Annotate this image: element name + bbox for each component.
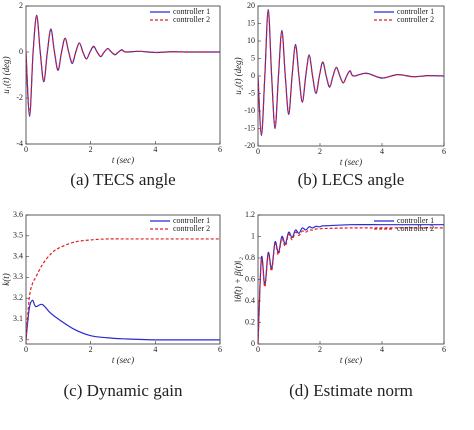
legend-label: controller 2 xyxy=(173,15,210,24)
x-tick-label: 6 xyxy=(442,345,446,354)
y-tick-label: 3.6 xyxy=(13,210,23,219)
y-tick-label: 0.8 xyxy=(245,253,255,262)
x-tick-label: 4 xyxy=(380,345,384,354)
y-axis-label: ‖θ̂(t) + β(t)‖₂ xyxy=(233,257,243,302)
y-axis-label: u₂(t) (deg) xyxy=(233,57,243,94)
x-tick-label: 2 xyxy=(318,345,322,354)
y-tick-label: 1 xyxy=(251,231,255,240)
caption: (d) Estimate norm xyxy=(289,381,413,400)
legend-label: controller 2 xyxy=(173,224,210,233)
x-tick-label: 0 xyxy=(256,147,260,156)
legend-label: controller 1 xyxy=(173,216,210,225)
series-line xyxy=(258,8,444,137)
x-axis-label: t (sec) xyxy=(340,355,362,365)
caption: (b) LECS angle xyxy=(298,170,405,189)
x-axis-label: t (sec) xyxy=(340,157,362,167)
plot-frame xyxy=(257,214,445,345)
legend-label: controller 1 xyxy=(173,7,210,16)
y-tick-label: -4 xyxy=(16,139,23,148)
y-tick-label: -15 xyxy=(244,123,255,132)
x-tick-label: 6 xyxy=(218,145,222,154)
y-tick-label: 3.3 xyxy=(13,272,23,281)
series-line xyxy=(258,10,444,135)
y-tick-label: 0 xyxy=(251,339,255,348)
series-line xyxy=(258,223,444,344)
x-tick-label: 4 xyxy=(153,345,157,354)
y-tick-label: 20 xyxy=(247,1,255,10)
x-tick-label: 2 xyxy=(89,345,93,354)
series-line xyxy=(26,14,220,118)
series-line xyxy=(26,15,220,115)
y-tick-label: -2 xyxy=(16,93,23,102)
x-tick-label: 0 xyxy=(24,145,28,154)
x-tick-label: 4 xyxy=(153,145,157,154)
legend-label: controller 1 xyxy=(397,7,434,16)
y-tick-label: -20 xyxy=(244,141,255,150)
y-tick-label: 10 xyxy=(247,36,255,45)
y-tick-label: 0.4 xyxy=(245,296,255,305)
y-tick-label: 1.2 xyxy=(245,210,255,219)
x-tick-label: 0 xyxy=(24,345,28,354)
y-tick-label: 3.5 xyxy=(13,231,23,240)
y-tick-label: 0.2 xyxy=(245,317,255,326)
y-tick-label: 3.4 xyxy=(13,251,23,260)
y-tick-label: -10 xyxy=(244,106,255,115)
legend-label: controller 1 xyxy=(397,216,434,225)
x-axis-label: t (sec) xyxy=(112,355,134,365)
y-tick-label: 0 xyxy=(251,71,255,80)
y-tick-label: 0 xyxy=(19,47,23,56)
y-tick-label: 0.6 xyxy=(245,274,255,283)
y-axis-label: u₁(t) (deg) xyxy=(1,56,11,93)
caption: (a) TECS angle xyxy=(70,170,175,189)
series-line xyxy=(258,227,444,344)
x-tick-label: 6 xyxy=(218,345,222,354)
y-tick-label: 3.1 xyxy=(13,314,23,323)
series-line xyxy=(26,299,220,341)
plot-frame xyxy=(25,5,221,145)
x-tick-label: 0 xyxy=(256,345,260,354)
x-tick-label: 2 xyxy=(318,147,322,156)
plot-frame xyxy=(257,5,445,147)
plot-frame xyxy=(25,214,221,345)
series-line xyxy=(26,238,220,340)
y-tick-label: -5 xyxy=(248,88,255,97)
y-tick-label: 15 xyxy=(247,18,255,27)
x-axis-label: t (sec) xyxy=(112,155,134,165)
y-tick-label: 5 xyxy=(251,53,255,62)
y-axis-label: k(t) xyxy=(1,273,11,286)
legend-label: controller 2 xyxy=(397,224,434,233)
x-tick-label: 4 xyxy=(380,147,384,156)
y-tick-label: 3 xyxy=(19,335,23,344)
x-tick-label: 6 xyxy=(442,147,446,156)
x-tick-label: 2 xyxy=(89,145,93,154)
y-tick-label: 2 xyxy=(19,1,23,10)
legend-label: controller 2 xyxy=(397,15,434,24)
caption: (c) Dynamic gain xyxy=(64,381,183,400)
y-tick-label: 3.2 xyxy=(13,293,23,302)
